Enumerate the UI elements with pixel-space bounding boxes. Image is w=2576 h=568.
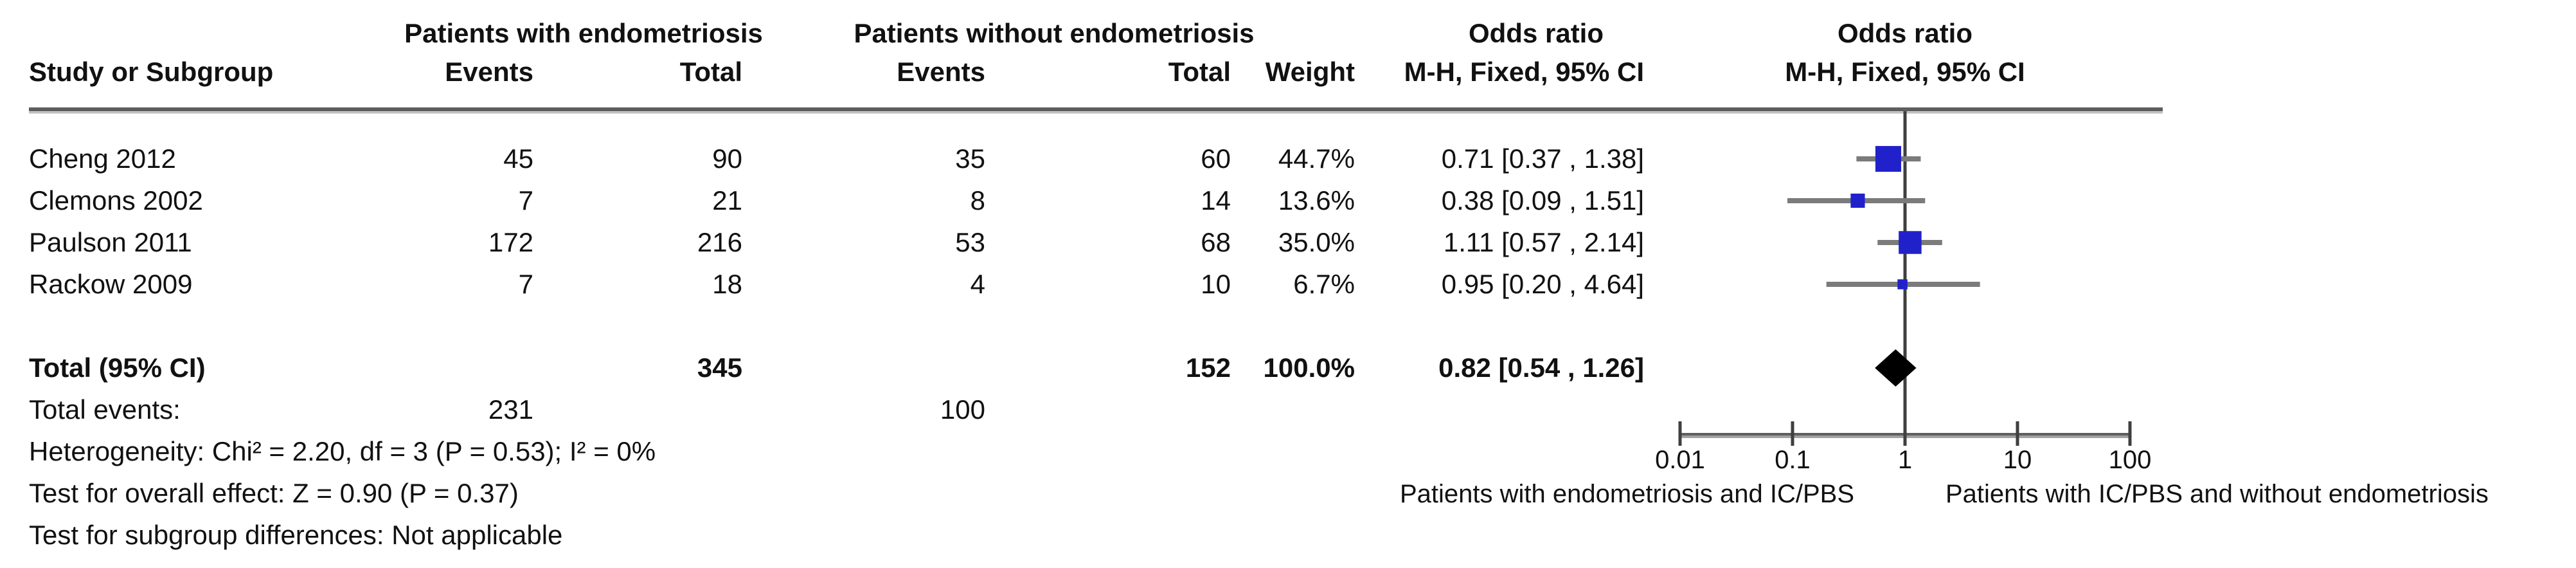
column-header-weight: Weight bbox=[1265, 57, 1355, 87]
total-row-odds-ratio-ci: 0.82 [0.54 , 1.26] bbox=[1438, 353, 1644, 383]
axis-tick-label: 0.01 bbox=[1655, 446, 1705, 474]
row-total-with: 18 bbox=[712, 269, 742, 299]
row-weight: 6.7% bbox=[1293, 269, 1355, 299]
column-header-events-1: Events bbox=[445, 57, 533, 87]
row-study-label: Paulson 2011 bbox=[29, 227, 192, 257]
row-odds-ratio-ci: 0.95 [0.20 , 4.64] bbox=[1441, 269, 1644, 299]
axis-caption-right: Patients with IC/PBS and without endomet… bbox=[1945, 480, 2489, 508]
row-total-without: 68 bbox=[1201, 227, 1231, 257]
effect-square bbox=[1897, 279, 1908, 289]
odds-ratio-plot-column-header-line2: M-H, Fixed, 95% CI bbox=[1785, 57, 2025, 87]
total-events-with: 231 bbox=[488, 394, 533, 425]
odds-ratio-text-column-header-line1: Odds ratio bbox=[1468, 18, 1604, 48]
effect-square bbox=[1875, 145, 1902, 172]
row-weight: 35.0% bbox=[1278, 227, 1355, 257]
row-events-without: 53 bbox=[955, 227, 985, 257]
total-events-without: 100 bbox=[940, 394, 985, 425]
subgroup-differences-note: Test for subgroup differences: Not appli… bbox=[29, 520, 563, 550]
row-total-without: 14 bbox=[1201, 185, 1231, 215]
row-total-with: 21 bbox=[712, 185, 742, 215]
row-events-with: 7 bbox=[518, 185, 533, 215]
axis-tick-label: 10 bbox=[2003, 446, 2032, 474]
total-row-total-with: 345 bbox=[697, 353, 742, 383]
row-events-without: 8 bbox=[970, 185, 985, 215]
column-header-total-1: Total bbox=[679, 57, 742, 87]
effect-square bbox=[1899, 231, 1922, 254]
column-header-study: Study or Subgroup bbox=[29, 57, 274, 87]
axis-tick-label: 1 bbox=[1898, 446, 1912, 474]
row-total-without: 60 bbox=[1201, 143, 1231, 174]
odds-ratio-text-column-header-line2: M-H, Fixed, 95% CI bbox=[1404, 57, 1644, 87]
column-header-events-2: Events bbox=[897, 57, 985, 87]
total-row-weight: 100.0% bbox=[1263, 353, 1355, 383]
row-weight: 44.7% bbox=[1278, 143, 1355, 174]
axis-tick-label: 0.1 bbox=[1775, 446, 1811, 474]
row-study-label: Cheng 2012 bbox=[29, 143, 176, 174]
axis-caption-left: Patients with endometriosis and IC/PBS bbox=[1400, 480, 1854, 508]
odds-ratio-plot-column-header-line1: Odds ratio bbox=[1837, 18, 1973, 48]
group-header-with-endometriosis: Patients with endometriosis bbox=[404, 18, 763, 48]
row-odds-ratio-ci: 1.11 [0.57 , 2.14] bbox=[1443, 227, 1644, 257]
row-total-with: 216 bbox=[697, 227, 742, 257]
row-odds-ratio-ci: 0.38 [0.09 , 1.51] bbox=[1441, 185, 1644, 215]
row-events-without: 35 bbox=[955, 143, 985, 174]
row-events-with: 45 bbox=[503, 143, 533, 174]
total-row-label: Total (95% CI) bbox=[29, 353, 206, 383]
row-study-label: Clemons 2002 bbox=[29, 185, 203, 215]
row-events-with: 172 bbox=[488, 227, 533, 257]
row-odds-ratio-ci: 0.71 [0.37 , 1.38] bbox=[1441, 143, 1644, 174]
group-header-without-endometriosis: Patients without endometriosis bbox=[854, 18, 1255, 48]
overall-effect-note: Test for overall effect: Z = 0.90 (P = 0… bbox=[29, 478, 519, 508]
row-events-with: 7 bbox=[518, 269, 533, 299]
total-row-total-without: 152 bbox=[1185, 353, 1231, 383]
row-events-without: 4 bbox=[970, 269, 985, 299]
heterogeneity-note: Heterogeneity: Chi² = 2.20, df = 3 (P = … bbox=[29, 436, 656, 466]
axis-tick-label: 100 bbox=[2109, 446, 2152, 474]
effect-square bbox=[1850, 193, 1865, 208]
row-total-with: 90 bbox=[712, 143, 742, 174]
row-total-without: 10 bbox=[1201, 269, 1231, 299]
row-weight: 13.6% bbox=[1278, 185, 1355, 215]
pooled-diamond bbox=[1875, 349, 1917, 387]
column-header-total-2: Total bbox=[1168, 57, 1231, 87]
total-events-label: Total events: bbox=[29, 394, 181, 425]
row-study-label: Rackow 2009 bbox=[29, 269, 193, 299]
